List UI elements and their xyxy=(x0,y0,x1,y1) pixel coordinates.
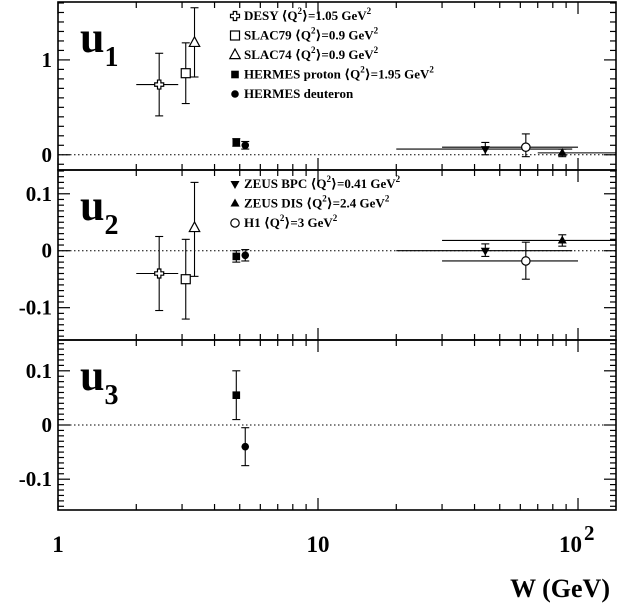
panel-label: u3 xyxy=(80,351,118,411)
data-point xyxy=(442,234,616,247)
marker-open-cross xyxy=(154,79,165,90)
marker-filled-circle xyxy=(241,442,250,451)
data-point xyxy=(180,238,191,320)
marker-filled-square xyxy=(232,391,241,399)
legend-entry: ZEUS BPC ⟨Q2⟩=0.41 GeV2 xyxy=(230,174,401,191)
x-axis-title: W (GeV) xyxy=(510,574,610,603)
data-point xyxy=(241,249,250,262)
marker-filled-triangle-down xyxy=(480,146,490,155)
panel-frame xyxy=(57,339,617,511)
legend-label: SLAC79 ⟨Q2⟩=0.9 GeV2 xyxy=(244,26,379,43)
data-point xyxy=(442,133,579,158)
data-point xyxy=(188,181,201,277)
data-point xyxy=(180,42,191,105)
legend-marker xyxy=(230,218,240,228)
x-tick-label-exponent: 2 xyxy=(584,521,595,545)
panel-2: 0.1 0 -0.1 u2 ZEUS BPC ⟨Q2⟩=0.41 GeV2 ZEUS DI… xyxy=(19,169,617,341)
legend-entry: SLAC79 ⟨Q2⟩=0.9 GeV2 xyxy=(229,26,379,43)
panel-label: u2 xyxy=(80,181,118,241)
legend-label: ZEUS DIS ⟨Q2⟩=2.4 GeV2 xyxy=(244,194,390,211)
legend-marker xyxy=(231,70,239,79)
marker-open-square xyxy=(180,68,191,79)
legend-label: H1 ⟨Q2⟩=3 GeV2 xyxy=(244,213,338,230)
legend-entry: HERMES deuteron xyxy=(231,86,354,101)
data-point xyxy=(232,370,241,421)
legend-label: HERMES proton ⟨Q2⟩=1.95 GeV2 xyxy=(244,65,434,82)
x-tick-label: 10 xyxy=(559,532,582,557)
legend-marker xyxy=(228,47,242,60)
data-point xyxy=(396,141,573,156)
data-point xyxy=(232,250,241,263)
marker-open-square xyxy=(180,274,191,285)
y-tick-label: -0.1 xyxy=(19,296,52,320)
legend-label: SLAC74 ⟨Q2⟩=0.9 GeV2 xyxy=(244,45,379,62)
legend-entry: SLAC74 ⟨Q2⟩=0.9 GeV2 xyxy=(228,45,379,62)
legend-label: HERMES deuteron xyxy=(244,86,354,101)
y-tick-label: 0 xyxy=(42,239,53,263)
panel-3: 0.1 0 -0.1 u3 xyxy=(19,339,617,511)
legend-marker xyxy=(230,198,240,207)
legend-label: DESY ⟨Q2⟩=1.05 GeV2 xyxy=(244,6,372,23)
legend-entry: ZEUS DIS ⟨Q2⟩=2.4 GeV2 xyxy=(230,194,390,211)
legend-entry: DESY ⟨Q2⟩=1.05 GeV2 xyxy=(229,6,372,23)
marker-filled-square xyxy=(232,138,241,147)
data-point xyxy=(241,427,250,467)
x-tick-label: 1 xyxy=(52,532,64,557)
x-tick-label: 10 xyxy=(307,532,330,557)
data-point xyxy=(241,140,250,150)
panel-1: 0 1 u1 DESY ⟨Q2⟩=1.05 GeV2 SLAC79 ⟨Q2⟩=0.9 G… xyxy=(42,1,617,171)
y-tick-label: -0.1 xyxy=(19,467,52,491)
marker-open-circle xyxy=(521,256,531,266)
marker-filled-circle xyxy=(241,251,250,260)
legend-entry: HERMES proton ⟨Q2⟩=1.95 GeV2 xyxy=(231,65,434,82)
marker-open-triangle xyxy=(188,220,201,233)
legend-entry: H1 ⟨Q2⟩=3 GeV2 xyxy=(230,213,338,230)
data-point xyxy=(136,52,179,117)
marker-open-triangle xyxy=(188,35,201,48)
data-point xyxy=(396,243,573,257)
legend-marker xyxy=(230,181,240,189)
legend-marker xyxy=(229,30,241,41)
data-point xyxy=(537,147,616,158)
y-tick-label: 0.1 xyxy=(26,182,52,206)
panel-label: u1 xyxy=(80,13,118,73)
legend-label: ZEUS BPC ⟨Q2⟩=0.41 GeV2 xyxy=(244,174,401,191)
legend-marker xyxy=(231,90,239,98)
marker-filled-triangle xyxy=(557,147,567,156)
marker-filled-triangle xyxy=(557,235,567,244)
marker-filled-square xyxy=(232,252,241,261)
data-point xyxy=(442,241,579,280)
y-tick-label: 0 xyxy=(42,143,53,167)
y-tick-label: 1 xyxy=(42,48,53,72)
marker-filled-circle xyxy=(241,141,250,150)
marker-open-cross xyxy=(154,268,165,279)
data-point xyxy=(136,235,179,312)
marker-filled-triangle-down xyxy=(480,247,490,256)
y-tick-label: 0.1 xyxy=(26,359,52,383)
marker-open-circle xyxy=(521,142,531,152)
legend-marker xyxy=(229,10,241,22)
data-point xyxy=(188,7,201,78)
data-point xyxy=(232,138,241,147)
y-tick-label: 0 xyxy=(42,413,53,437)
